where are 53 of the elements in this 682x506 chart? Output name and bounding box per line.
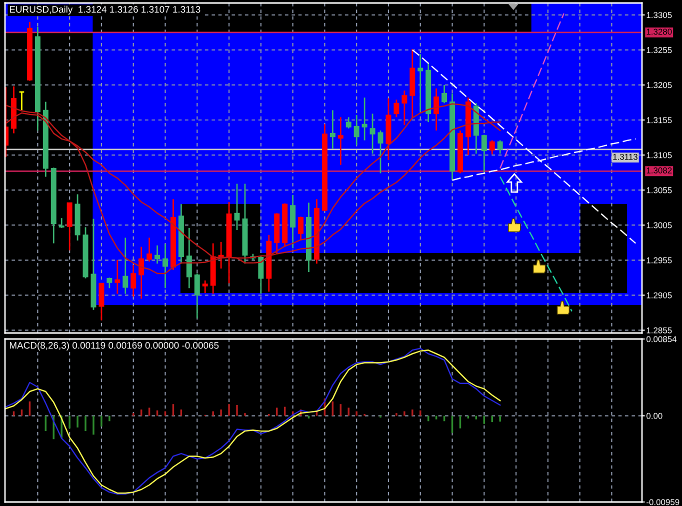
candlestick (497, 140, 503, 154)
candlestick (234, 183, 240, 231)
candlestick (370, 113, 376, 154)
y-tick-label: 1.3155 (646, 117, 672, 124)
candlestick (162, 243, 168, 289)
candlestick (194, 272, 200, 319)
candlestick (402, 90, 408, 126)
candlestick (434, 88, 440, 132)
y-tick-label: 0.00854 (646, 336, 677, 342)
y-tick-label: -0.00959 (646, 499, 680, 506)
candlestick (66, 202, 72, 252)
y-tick-label: 1.2905 (646, 292, 672, 298)
chart-title: MACD(8,26,3) 0.00119 0.00169 0.00000 -0.00065 (10, 342, 219, 351)
candlestick (481, 134, 487, 173)
candlestick (290, 194, 296, 249)
candlestick (202, 280, 208, 294)
candlestick (258, 256, 264, 294)
y-tick-label: 1.3255 (646, 47, 672, 54)
y-tick-label: 1.3205 (646, 82, 672, 88)
ref-line-label: 1.3113 (613, 154, 638, 160)
candlestick (146, 237, 152, 262)
candlestick (138, 246, 144, 300)
candlestick (186, 227, 192, 289)
candlestick (130, 264, 136, 298)
candlestick (418, 53, 424, 112)
candlestick (378, 130, 384, 174)
candlestick (106, 276, 112, 289)
y-tick-label: 1.3055 (646, 187, 672, 194)
ref-line-label: 1.3280 (646, 28, 672, 35)
y-tick-label: 1.3005 (646, 222, 672, 228)
ref-line-label: 1.3082 (646, 167, 672, 174)
y-tick-label: 1.2955 (646, 257, 672, 264)
line-series (499, 12, 564, 169)
candlestick (442, 84, 448, 104)
chart-title: EURUSD,Daily 1.3124 1.3126 1.3107 1.3113 (10, 6, 200, 15)
candlestick (154, 244, 160, 264)
candlestick (338, 116, 344, 166)
candlestick (122, 237, 128, 294)
candlestick (354, 114, 360, 146)
y-tick-label: 1.3105 (646, 152, 672, 158)
line-series (412, 49, 636, 244)
candlestick (346, 116, 352, 130)
y-tick-label: 1.2855 (646, 327, 672, 334)
candlestick (489, 140, 495, 156)
candlestick (394, 98, 400, 118)
candlestick (298, 216, 304, 242)
candlestick (362, 96, 368, 142)
candlestick (330, 110, 336, 150)
candlestick (114, 259, 120, 294)
candlestick (58, 217, 64, 229)
y-tick-label: 0.00 (646, 412, 662, 419)
candlestick (98, 282, 104, 322)
y-tick-label: 1.3305 (646, 12, 672, 18)
